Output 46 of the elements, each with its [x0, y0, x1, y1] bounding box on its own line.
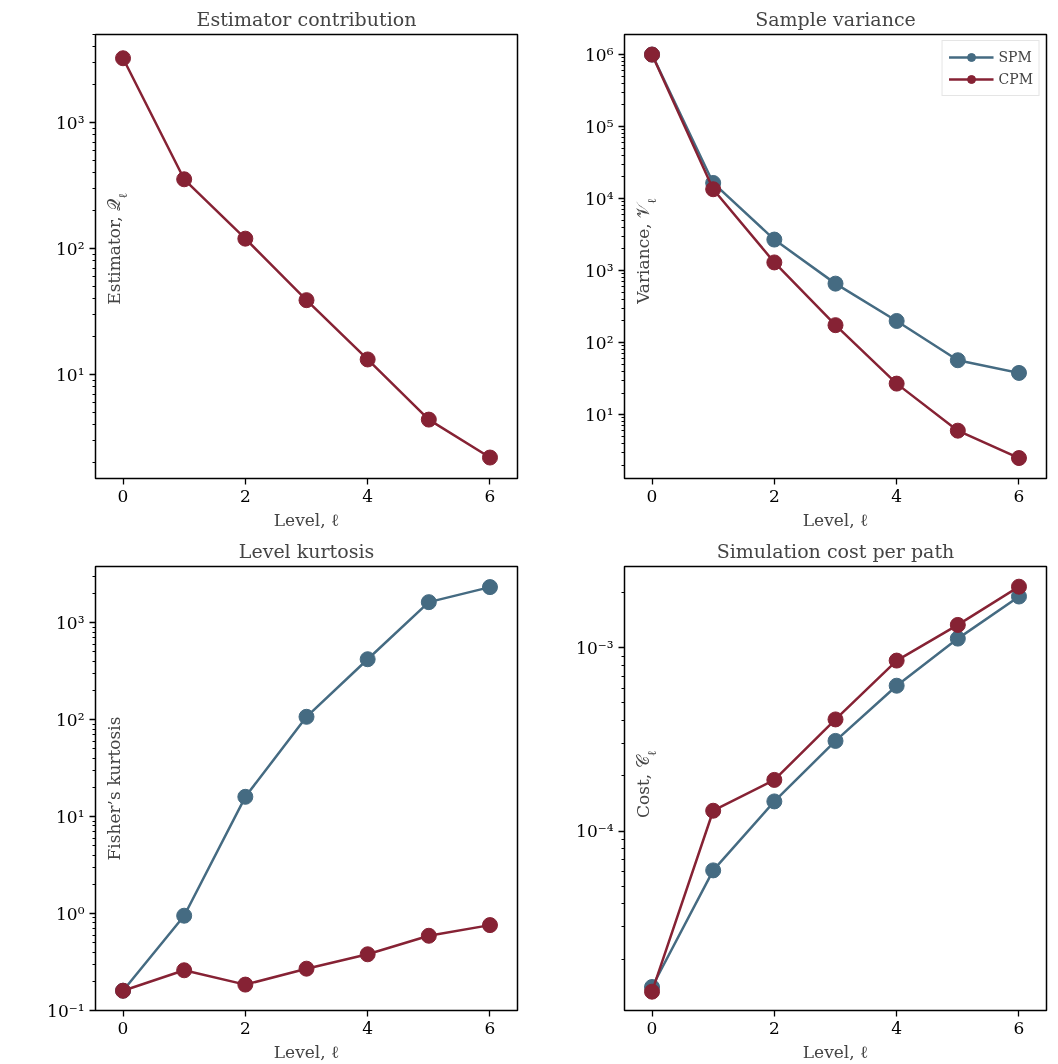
- x-tick-label: 0: [117, 1017, 129, 1038]
- y-tick-label: 10¹: [56, 364, 85, 385]
- y-axis-title: Cost, 𝒞ℓ: [632, 750, 659, 818]
- y-tick-label: 10¹: [585, 404, 614, 425]
- chart-title: Simulation cost per path: [716, 539, 955, 562]
- y-tick-label: 10¹: [56, 806, 85, 827]
- y-tick-label: 10²: [56, 709, 85, 730]
- chart-title: Estimator contribution: [196, 7, 417, 30]
- x-tick-label: 6: [484, 485, 496, 506]
- y-tick-label: 10²: [56, 238, 85, 259]
- x-axis-title: Level, ℓ: [273, 509, 340, 530]
- y-tick-label: 10⁰: [56, 903, 85, 924]
- y-tick-label: 10⁶: [585, 44, 614, 65]
- y-tick-label: 10⁻³: [576, 637, 614, 658]
- y-tick-label: 10²: [585, 332, 614, 353]
- x-tick-label: 6: [1013, 1017, 1025, 1038]
- y-tick-label: 10⁴: [585, 188, 614, 209]
- chart-title: Level kurtosis: [238, 539, 375, 562]
- x-tick-label: 2: [768, 1017, 780, 1038]
- y-tick-label: 10⁵: [585, 116, 614, 137]
- x-tick-label: 6: [484, 1017, 496, 1038]
- x-axis-title: Level, ℓ: [802, 509, 869, 530]
- x-tick-label: 2: [239, 485, 251, 506]
- y-tick-label: 10³: [56, 612, 85, 633]
- y-tick-label: 10³: [56, 112, 85, 133]
- chart-title: Sample variance: [755, 7, 916, 30]
- y-tick-label: 10⁻⁴: [576, 821, 614, 842]
- y-axis-title: Estimator, 𝒬ℓ: [103, 192, 130, 305]
- x-tick-label: 0: [646, 485, 658, 506]
- y-tick-label: 10⁻¹: [47, 1000, 85, 1021]
- x-tick-label: 4: [891, 1017, 903, 1038]
- x-tick-label: 2: [239, 1017, 251, 1038]
- x-tick-label: 0: [646, 1017, 658, 1038]
- x-axis-title: Level, ℓ: [802, 1041, 869, 1062]
- x-tick-label: 0: [117, 485, 129, 506]
- legend-label: CPM: [998, 71, 1033, 87]
- y-axis-title: Fisher’s kurtosis: [103, 716, 124, 861]
- legend-label: SPM: [998, 49, 1032, 65]
- x-tick-label: 2: [768, 485, 780, 506]
- x-tick-label: 4: [891, 485, 903, 506]
- x-tick-label: 4: [362, 485, 374, 506]
- x-tick-label: 6: [1013, 485, 1025, 506]
- y-axis-title: Variance, 𝒱ℓ: [632, 197, 659, 305]
- x-axis-title: Level, ℓ: [273, 1041, 340, 1062]
- x-tick-label: 4: [362, 1017, 374, 1038]
- y-tick-label: 10³: [585, 260, 614, 281]
